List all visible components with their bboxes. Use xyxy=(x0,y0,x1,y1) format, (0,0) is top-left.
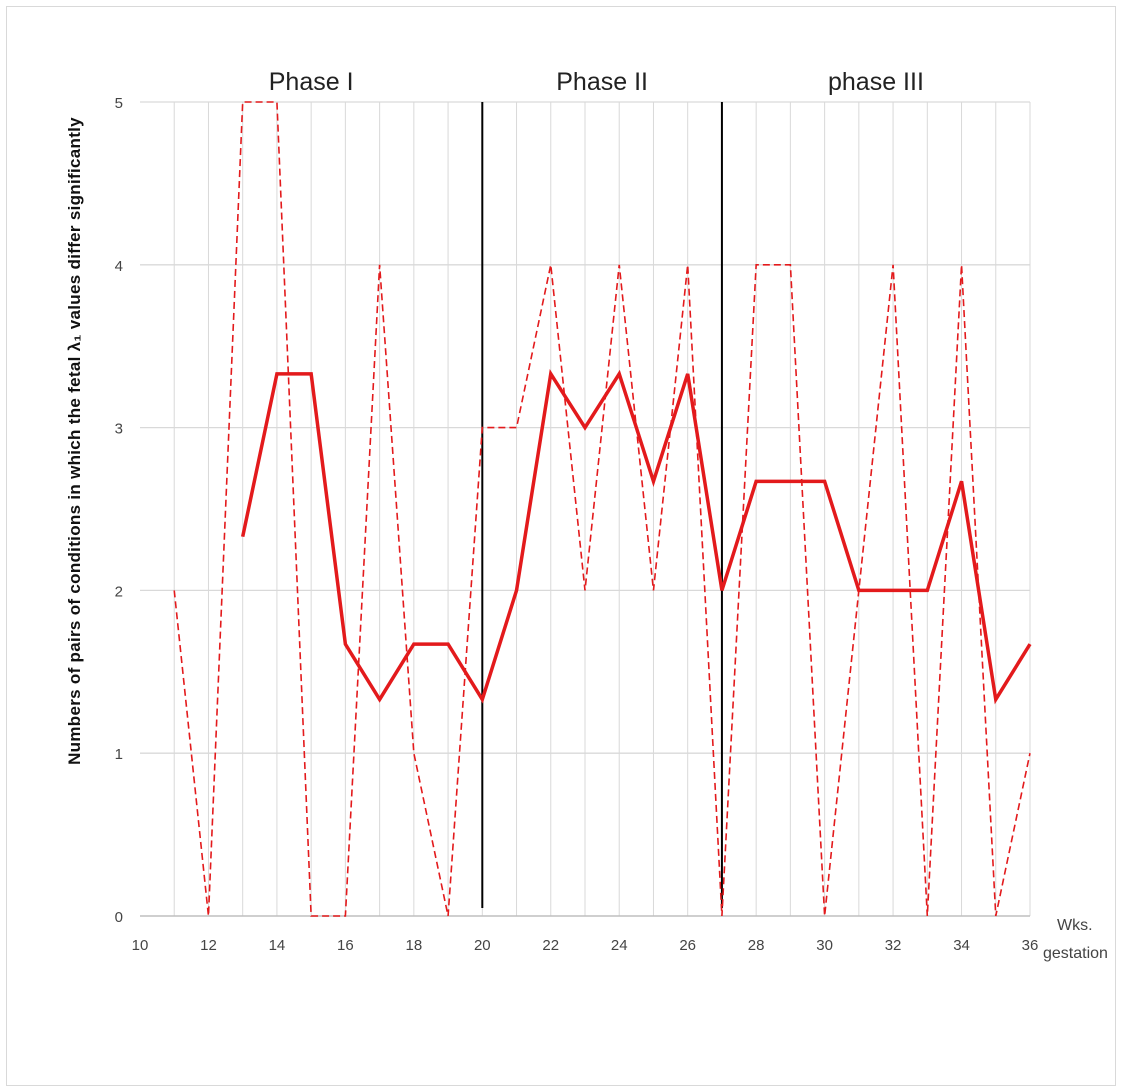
x-tick-label: 22 xyxy=(542,937,559,954)
series-line-dashed xyxy=(173,101,1031,917)
grid xyxy=(140,101,1031,917)
chart-frame xyxy=(6,6,1116,1086)
y-tick-label: 3 xyxy=(115,421,123,438)
x-tick-label: 16 xyxy=(337,937,354,954)
y-tick-label: 0 xyxy=(115,909,123,926)
x-tick-label: 36 xyxy=(1022,937,1039,954)
x-tick-label: 32 xyxy=(885,937,902,954)
x-axis-ticks: 10 12 14 16 18 20 22 24 26 28 30 32 34 36 xyxy=(132,937,1039,954)
y-axis-label: Numbers of pairs of conditions in which … xyxy=(65,117,84,765)
series-line-solid xyxy=(240,369,1032,705)
x-tick-label: 18 xyxy=(406,937,423,954)
y-tick-label: 1 xyxy=(115,746,123,763)
x-tick-label: 28 xyxy=(748,937,765,954)
x-tick-label: 26 xyxy=(679,937,696,954)
x-axis-unit-line1: Wks. xyxy=(1057,917,1093,934)
y-tick-label: 5 xyxy=(115,95,123,112)
phase-label: Phase I xyxy=(269,68,354,96)
series-layer xyxy=(173,101,1032,917)
x-tick-label: 20 xyxy=(474,937,491,954)
x-tick-label: 24 xyxy=(611,937,628,954)
x-tick-label: 14 xyxy=(269,937,286,954)
phase-label: Phase II xyxy=(556,68,648,96)
phase-label: phase III xyxy=(828,68,924,96)
phase-dividers xyxy=(481,102,723,908)
x-tick-label: 30 xyxy=(816,937,833,954)
y-tick-label: 4 xyxy=(115,258,123,275)
x-tick-label: 12 xyxy=(200,937,217,954)
phase-labels: Phase I Phase II phase III xyxy=(269,68,924,96)
y-axis-ticks: 0 1 2 3 4 5 xyxy=(115,95,123,926)
x-tick-label: 34 xyxy=(953,937,970,954)
x-tick-label: 10 xyxy=(132,937,149,954)
x-axis-unit-line2: gestation xyxy=(1043,945,1108,962)
y-tick-label: 2 xyxy=(115,583,123,600)
